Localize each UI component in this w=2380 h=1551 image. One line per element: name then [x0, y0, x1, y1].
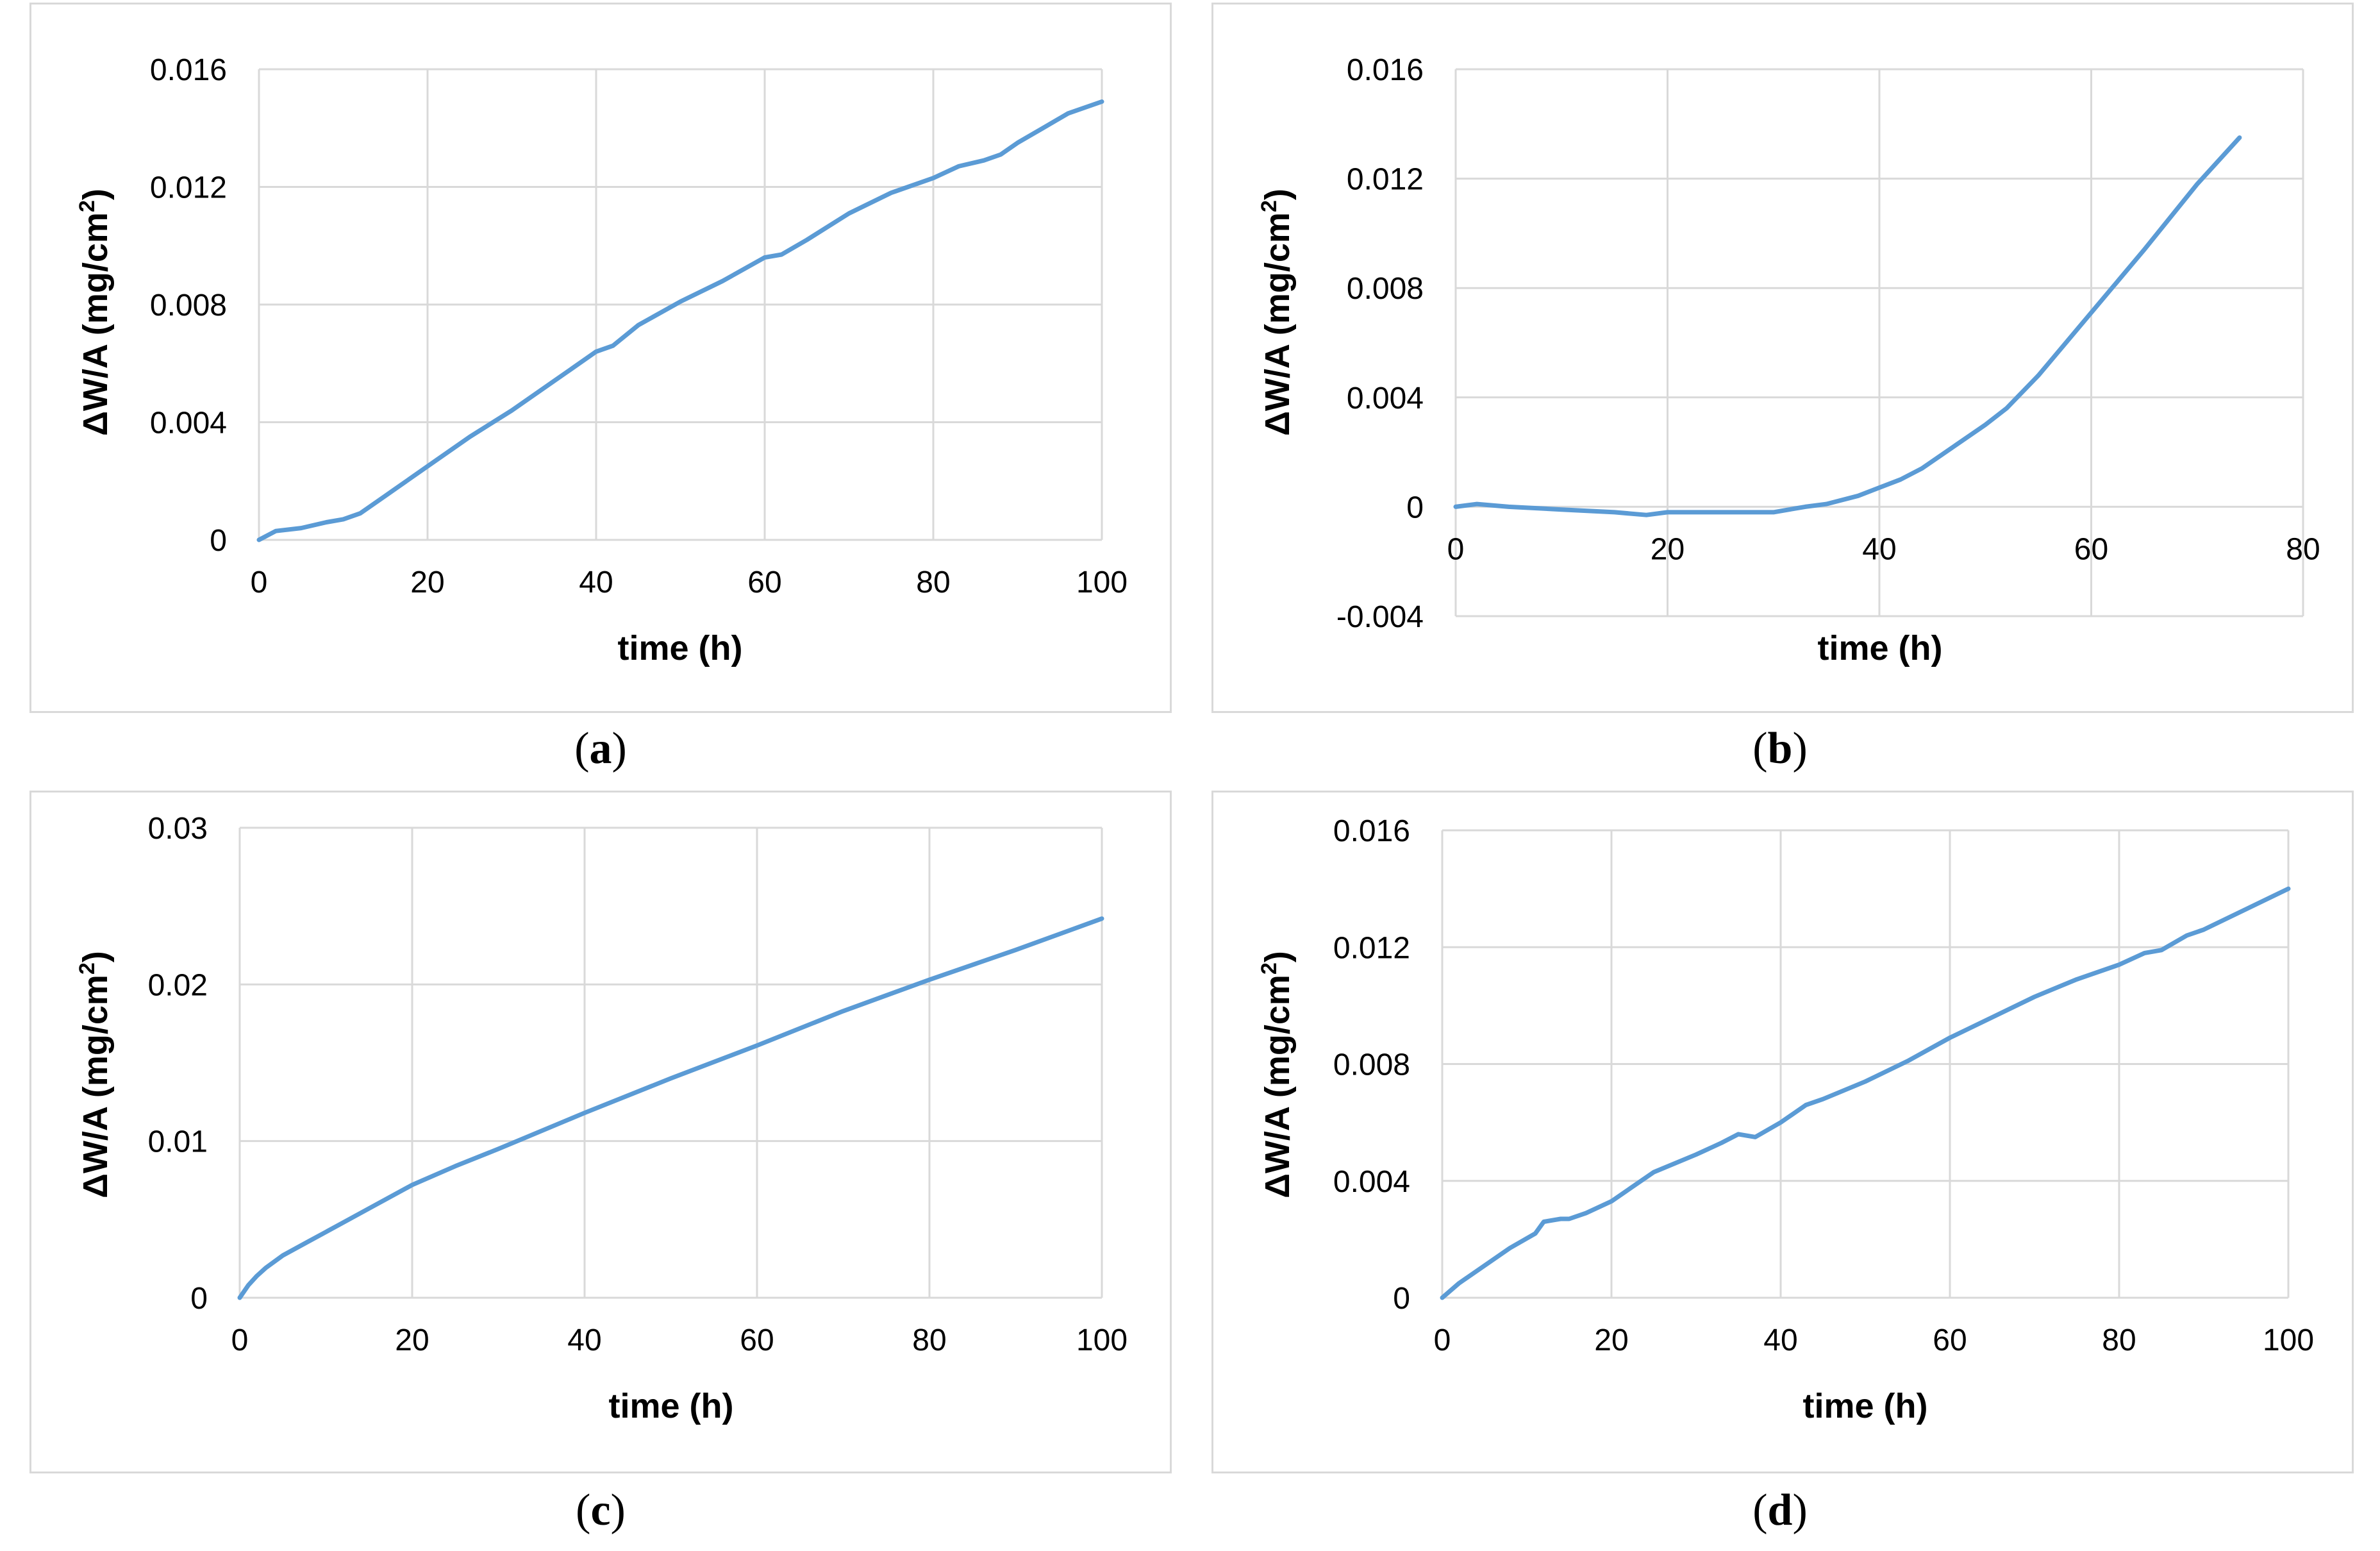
y-axis-title-main: ΔW/A (mg/cm: [76, 212, 115, 436]
y-axis-title-main: ΔW/A (mg/cm: [76, 975, 115, 1198]
x-tick-label: 0: [1447, 532, 1465, 566]
x-tick-label: 60: [747, 566, 781, 599]
x-tick-label: 60: [740, 1323, 774, 1357]
x-tick-label: 20: [410, 566, 444, 599]
x-tick-label: 80: [916, 566, 950, 599]
chart-panel-d: 0 20 40 60 80 100 0 0.004 0.008 0.012 0.016 time …: [1211, 791, 2354, 1473]
y-axis-title: ΔW/A (mg/cm2): [75, 951, 115, 1198]
y-tick-label: 0.012: [1347, 163, 1424, 197]
y-axis-title: ΔW/A (mg/cm2): [75, 189, 115, 436]
y-tick-label: 0.008: [1333, 1048, 1410, 1082]
y-tick-label: 0.03: [148, 812, 208, 846]
x-tick-label: 20: [1594, 1323, 1628, 1357]
y-axis-title-sup: 2: [75, 962, 99, 975]
chart-panel-a: 0 20 40 60 80 100 0 0.004 0.008 0.012 0.016 time …: [29, 3, 1172, 713]
x-axis-title: time (h): [1818, 629, 1943, 667]
x-tick-label: 40: [579, 566, 613, 599]
x-tick-label: 20: [1651, 532, 1685, 566]
caption-d: (d): [1752, 1486, 1808, 1535]
x-axis-title: time (h): [1803, 1387, 1928, 1425]
y-tick-label: 0.016: [150, 53, 227, 87]
x-tick-label: 0: [1434, 1323, 1451, 1357]
x-tick-label: 100: [1076, 566, 1128, 599]
chart-svg-a: 0 20 40 60 80 100 0 0.004 0.008 0.012 0.016 time …: [75, 53, 1128, 667]
x-tick-label: 60: [2074, 532, 2108, 566]
y-axis-title-sup: 2: [75, 200, 99, 212]
x-tick-label: 0: [231, 1323, 249, 1357]
chart-svg-d: 0 20 40 60 80 100 0 0.004 0.008 0.012 0.016 time …: [1257, 814, 2314, 1425]
y-tick-label: 0.02: [148, 968, 208, 1002]
y-tick-label: 0.008: [150, 289, 227, 323]
y-tick-label: 0.008: [1347, 272, 1424, 306]
x-tick-label: 60: [1933, 1323, 1967, 1357]
x-tick-label: 40: [1763, 1323, 1797, 1357]
y-tick-label: 0: [1406, 490, 1424, 524]
y-tick-label: 0.012: [1333, 931, 1410, 965]
chart-panel-b: 0 20 40 60 80 -0.004 0 0.004 0.008 0.012 0.016 ti…: [1211, 3, 2354, 713]
y-axis-title-sup: 2: [1257, 200, 1281, 212]
series-line: [237, 916, 1104, 1300]
y-tick-label: 0.01: [148, 1125, 208, 1159]
y-tick-label: 0.004: [150, 407, 227, 440]
series-line: [1453, 135, 2242, 517]
x-tick-label: 100: [2263, 1323, 2314, 1357]
caption-b: (b): [1752, 724, 1808, 773]
chart-svg-b: 0 20 40 60 80 -0.004 0 0.004 0.008 0.012 0.016 ti…: [1257, 53, 2320, 667]
x-tick-label: 0: [251, 566, 268, 599]
y-axis-title-end: ): [76, 951, 115, 962]
y-tick-label: 0.004: [1347, 381, 1424, 415]
series-line: [1440, 886, 2291, 1300]
x-axis-title: time (h): [609, 1387, 734, 1425]
y-tick-label: 0.016: [1333, 814, 1410, 848]
y-tick-label: 0: [190, 1282, 208, 1316]
y-tick-label: 0: [210, 524, 227, 558]
y-tick-label: 0: [1393, 1282, 1410, 1316]
x-tick-label: 40: [1862, 532, 1896, 566]
chart-panel-c: 0 20 40 60 80 100 0 0.01 0.02 0.03 time (h) ΔW/A…: [29, 791, 1172, 1473]
x-axis-title: time (h): [618, 629, 743, 667]
x-tick-label: 80: [912, 1323, 946, 1357]
y-axis-title-end: ): [76, 189, 115, 200]
series-line: [256, 99, 1104, 542]
y-tick-label: 0.004: [1333, 1165, 1410, 1199]
caption-a: (a): [574, 724, 627, 773]
y-axis-title: ΔW/A (mg/cm2): [1257, 951, 1297, 1198]
y-axis-title: ΔW/A (mg/cm2): [1257, 189, 1297, 436]
y-axis-title-main: ΔW/A (mg/cm: [1258, 212, 1297, 436]
x-tick-label: 40: [567, 1323, 601, 1357]
y-tick-label: -0.004: [1336, 600, 1424, 634]
x-tick-label: 80: [2286, 532, 2320, 566]
x-tick-label: 20: [395, 1323, 429, 1357]
chart-svg-c: 0 20 40 60 80 100 0 0.01 0.02 0.03 time (h) ΔW/A…: [75, 812, 1128, 1425]
y-axis-title-end: ): [1258, 189, 1297, 200]
y-axis-title-main: ΔW/A (mg/cm: [1258, 975, 1297, 1198]
x-tick-label: 80: [2102, 1323, 2136, 1357]
y-tick-label: 0.016: [1347, 53, 1424, 87]
x-tick-label: 100: [1076, 1323, 1128, 1357]
caption-c: (c): [576, 1486, 626, 1535]
y-axis-title-end: ): [1258, 951, 1297, 962]
y-axis-title-sup: 2: [1257, 962, 1281, 975]
y-tick-label: 0.012: [150, 171, 227, 205]
